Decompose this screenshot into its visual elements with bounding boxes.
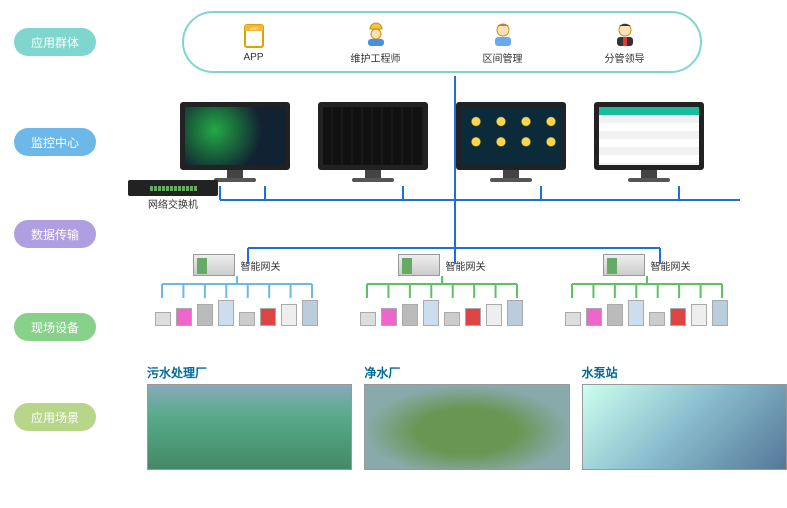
engineer-icon [361,20,391,48]
field-device [465,308,481,326]
manager-icon [488,20,518,48]
field-device [423,300,439,326]
gateway-label: 智能网关 [241,258,281,273]
device-row [155,300,318,326]
app-icon: APP [239,22,269,50]
device-rake [357,276,527,300]
field-device [712,300,728,326]
monitor-2 [318,102,428,182]
field-device [302,300,318,326]
gateway-group: 智能网关 [357,254,527,326]
field-device [239,312,255,326]
scene-title: 污水处理厂 [147,364,352,381]
field-device [670,308,686,326]
scene-image [147,384,352,470]
field-device [507,300,523,326]
monitor-4 [594,102,704,182]
user-label: APP [243,52,263,63]
gateway-icon [603,254,645,276]
gateway: 智能网关 [193,254,281,276]
pill-scene: 应用场景 [14,403,96,431]
scene: 污水处理厂 [147,364,352,470]
pill-field: 现场设备 [14,313,96,341]
field-device [218,300,234,326]
gateway-label: 智能网关 [651,258,691,273]
user-app: APP APP [239,22,269,63]
scene-row: 污水处理厂 净水厂 水泵站 [147,364,787,470]
field-device [691,304,707,326]
leader-icon [610,20,640,48]
gateway-group: 智能网关 [152,254,322,326]
field-device [381,308,397,326]
device-rake [152,276,322,300]
scene: 水泵站 [582,364,787,470]
field-device [360,312,376,326]
user-label: 区间管理 [483,50,523,65]
scene-image [364,384,569,470]
user-manager: 区间管理 [483,20,523,65]
field-device [281,304,297,326]
monitor-1 [180,102,290,182]
gateway-icon [398,254,440,276]
gateway-group: 智能网关 [562,254,732,326]
gateway-row: 智能网关 智能网关 智能网关 [152,254,732,326]
field-device [607,304,623,326]
users-bubble: APP APP 维护工程师 区间管理 分管领导 [182,11,702,73]
user-label: 维护工程师 [351,50,401,65]
gateway-icon [193,254,235,276]
field-device [260,308,276,326]
field-device [444,312,460,326]
network-switch: 网络交换机 [128,180,218,211]
field-device [628,300,644,326]
scene-title: 净水厂 [364,364,569,381]
pill-data: 数据传输 [14,220,96,248]
field-device [486,304,502,326]
field-device [649,312,665,326]
user-leader: 分管领导 [605,20,645,65]
scene-image [582,384,787,470]
field-device [565,312,581,326]
monitor-row [180,102,704,182]
monitor-3 [456,102,566,182]
pill-monitor: 监控中心 [14,128,96,156]
gateway-label: 智能网关 [446,258,486,273]
device-row [565,300,728,326]
device-rake [562,276,732,300]
user-engineer: 维护工程师 [351,20,401,65]
gateway: 智能网关 [398,254,486,276]
field-device [176,308,192,326]
switch-label: 网络交换机 [128,196,218,211]
svg-text:APP: APP [249,26,257,31]
field-device [197,304,213,326]
scene-title: 水泵站 [582,364,787,381]
field-device [586,308,602,326]
field-device [155,312,171,326]
pill-users: 应用群体 [14,28,96,56]
device-row [360,300,523,326]
field-device [402,304,418,326]
gateway: 智能网关 [603,254,691,276]
user-label: 分管领导 [605,50,645,65]
scene: 净水厂 [364,364,569,470]
